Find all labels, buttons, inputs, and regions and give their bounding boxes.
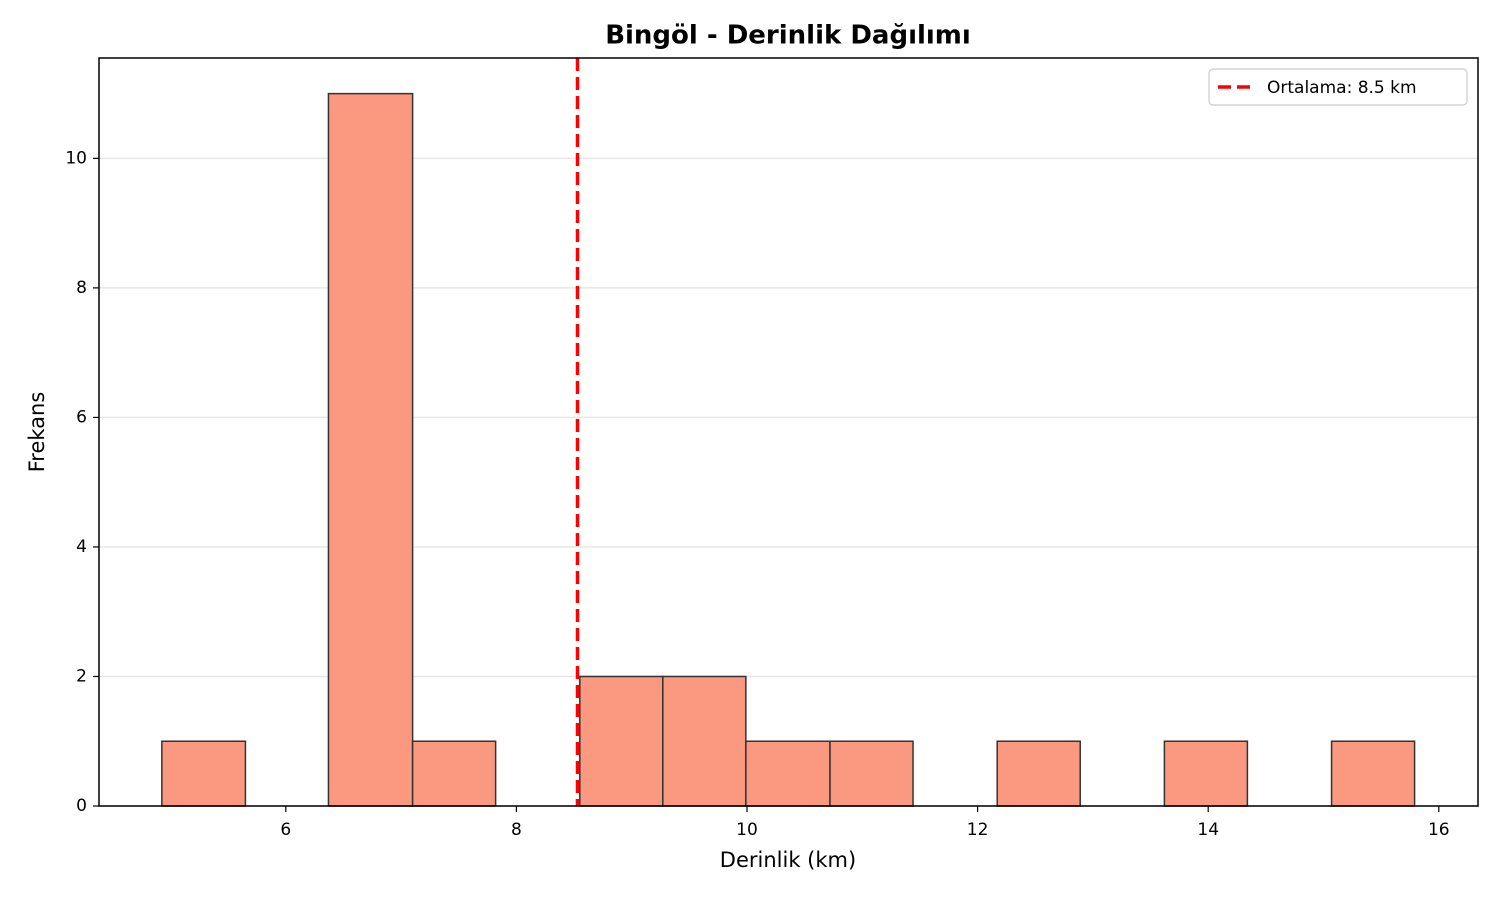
x-tick-label: 12	[967, 820, 989, 840]
y-tick-label: 6	[76, 407, 87, 427]
bar	[745, 740, 831, 807]
chart-title: Bingöl - Derinlik Dağılımı	[605, 21, 971, 51]
bar	[662, 675, 747, 807]
bar	[411, 740, 497, 807]
x-tick-label: 8	[511, 820, 522, 840]
y-tick-label: 0	[76, 796, 87, 816]
plot-frame	[98, 57, 1479, 807]
bar	[829, 740, 914, 807]
y-tick-label: 10	[65, 148, 87, 168]
x-axis-label: Derinlik (km)	[720, 848, 856, 872]
bar	[1163, 740, 1249, 807]
x-tick-label: 10	[736, 820, 758, 840]
bar	[579, 675, 664, 807]
x-tick-label: 6	[280, 820, 291, 840]
y-tick-label: 2	[76, 666, 87, 686]
legend-box	[1208, 68, 1468, 106]
bar	[161, 740, 247, 807]
legend-label: Ortalama: 8.5 km	[1267, 78, 1417, 98]
y-tick-label: 4	[76, 537, 87, 557]
bar	[1330, 740, 1416, 807]
x-tick-label: 16	[1428, 820, 1450, 840]
y-axis-label: Frekans	[25, 392, 49, 473]
x-tick-label: 14	[1197, 820, 1219, 840]
bar	[996, 740, 1081, 807]
y-tick-label: 8	[76, 278, 87, 298]
bar	[327, 92, 414, 807]
